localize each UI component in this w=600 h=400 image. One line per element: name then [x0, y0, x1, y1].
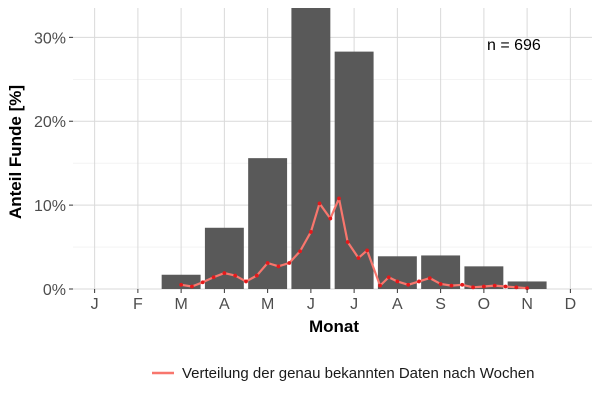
series-point-28 [471, 285, 475, 290]
bar-2 [161, 274, 201, 289]
series-point-20 [386, 275, 391, 280]
series-point-26 [449, 283, 454, 288]
series-point-11 [298, 249, 302, 254]
bar-9 [464, 266, 504, 289]
bar-3 [204, 227, 244, 289]
series-point-21 [395, 279, 400, 284]
series-point-15 [337, 196, 341, 201]
y-axis-title: Anteil Funde [%] [6, 85, 25, 219]
series-point-1 [190, 284, 194, 289]
x-tick-label-7: A [392, 296, 403, 313]
series-point-2 [200, 280, 205, 285]
x-axis-title: Monat [309, 317, 359, 336]
legend-label: Verteilung der genau bekannten Daten nac… [182, 365, 535, 382]
series-point-6 [244, 279, 248, 284]
x-tick-label-5: J [307, 296, 315, 313]
y-tick-label-1: 10% [34, 198, 66, 215]
series-point-30 [492, 283, 497, 288]
bar-4 [248, 158, 288, 289]
bar-10 [507, 281, 547, 289]
x-tick-label-9: O [478, 296, 490, 313]
x-tick-label-8: S [435, 296, 446, 313]
line-series [179, 196, 530, 291]
x-tick-label-2: M [174, 296, 187, 313]
series-point-16 [345, 240, 350, 244]
x-tick-label-3: A [219, 296, 230, 313]
x-tick-label-11: D [565, 296, 577, 313]
annotation-n: n = 696 [487, 37, 541, 54]
series-point-27 [460, 282, 465, 287]
series-point-19 [378, 283, 382, 288]
x-tick-label-1: F [133, 296, 143, 313]
x-tick-label-0: J [91, 296, 99, 313]
y-tick-label-0: 0% [43, 282, 66, 299]
series-point-12 [308, 230, 313, 234]
series-point-3 [211, 275, 216, 280]
series-point-7 [254, 273, 259, 278]
series-point-10 [287, 261, 292, 265]
series-point-32 [514, 285, 519, 290]
x-tick-label-4: M [261, 296, 274, 313]
series-point-33 [525, 286, 530, 291]
series-point-25 [438, 282, 443, 286]
series-point-4 [222, 271, 227, 275]
series-point-23 [417, 279, 421, 284]
series-point-31 [503, 284, 508, 289]
y-tick-label-3: 30% [34, 30, 66, 47]
series-point-22 [406, 282, 411, 287]
series-point-14 [328, 216, 333, 221]
bars [161, 8, 547, 289]
series-point-24 [427, 276, 432, 280]
legend: Verteilung der genau bekannten Daten nac… [152, 365, 535, 382]
x-tick-label-6: J [350, 296, 358, 313]
y-tick-label-2: 20% [34, 114, 66, 131]
series-point-17 [356, 256, 361, 260]
series-point-13 [317, 201, 322, 206]
series-line [180, 197, 528, 290]
series-point-29 [481, 284, 486, 289]
series-point-9 [276, 264, 281, 269]
x-tick-label-10: N [521, 296, 533, 313]
series-point-8 [265, 261, 270, 265]
series-point-0 [179, 282, 184, 287]
y-axis-ticks: 0% 10% 20% 30% [34, 30, 73, 299]
series-point-18 [365, 248, 369, 253]
bar-5 [291, 8, 331, 289]
series-point-5 [233, 273, 238, 278]
